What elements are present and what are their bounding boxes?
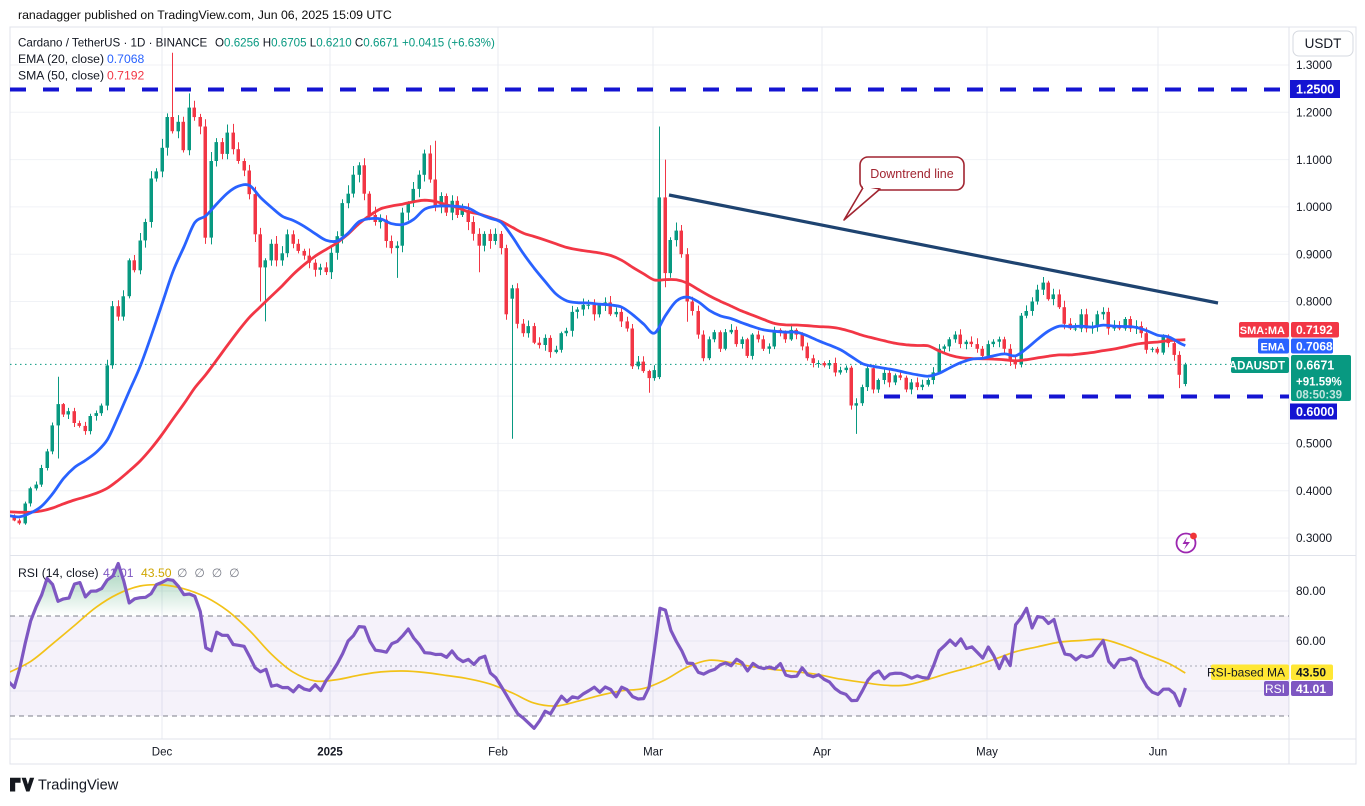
svg-text:0.6671: 0.6671 [1296,359,1334,373]
svg-text:RSI (14, close): RSI (14, close) [18,566,99,580]
svg-text:0.7192: 0.7192 [1296,323,1333,337]
svg-text:0.8000: 0.8000 [1296,295,1333,309]
svg-text:0.7192: 0.7192 [107,69,144,83]
svg-text:43.50: 43.50 [1296,666,1326,680]
svg-text:TradingView: TradingView [38,778,119,794]
svg-text:80.00: 80.00 [1296,584,1326,598]
svg-text:0.9000: 0.9000 [1296,247,1333,261]
svg-text:SMA (50, close): SMA (50, close) [18,69,104,83]
svg-text:08:50:39: 08:50:39 [1296,390,1342,402]
svg-text:RSI: RSI [1265,682,1285,696]
svg-text:Downtrend line: Downtrend line [870,167,953,181]
svg-text:O0.6256 H0.6705 L0.6210 C0.667: O0.6256 H0.6705 L0.6210 C0.6671 +0.0415 … [215,37,495,50]
svg-text:60.00: 60.00 [1296,634,1326,648]
svg-text:Cardano / TetherUS · 1D · BINA: Cardano / TetherUS · 1D · BINANCE [18,37,207,50]
svg-text:Jun: Jun [1149,747,1168,759]
svg-text:Dec: Dec [152,747,173,759]
svg-text:0.5000: 0.5000 [1296,437,1333,451]
svg-text:May: May [976,747,998,759]
svg-text:SMA:MA: SMA:MA [1240,325,1285,337]
svg-text:2025: 2025 [317,747,343,759]
svg-text:0.7068: 0.7068 [1296,339,1333,353]
svg-text:Apr: Apr [813,747,831,759]
svg-text:RSI-based MA: RSI-based MA [1207,666,1285,680]
svg-text:ADAUSDT: ADAUSDT [1229,360,1285,372]
svg-text:EMA (20, close): EMA (20, close) [18,52,104,66]
svg-text:0.7068: 0.7068 [107,52,144,66]
svg-text:1.1000: 1.1000 [1296,153,1333,167]
svg-text:43.50: 43.50 [141,566,172,580]
svg-text:1.3000: 1.3000 [1296,58,1333,72]
svg-text:1.2500: 1.2500 [1296,83,1334,97]
svg-text:EMA: EMA [1261,341,1286,353]
svg-text:∅ ∅ ∅ ∅: ∅ ∅ ∅ ∅ [177,566,240,580]
svg-text:0.4000: 0.4000 [1296,484,1333,498]
svg-text:0.6000: 0.6000 [1296,405,1334,419]
svg-text:41.01: 41.01 [1296,682,1326,696]
svg-text:Mar: Mar [643,747,663,759]
svg-text:1.0000: 1.0000 [1296,200,1333,214]
svg-text:1.2000: 1.2000 [1296,106,1333,120]
svg-text:+91.59%: +91.59% [1296,377,1342,389]
svg-text:Feb: Feb [488,747,508,759]
svg-text:41.01: 41.01 [103,566,134,580]
svg-text:USDT: USDT [1305,36,1342,51]
svg-text:ranadagger published on Tradin: ranadagger published on TradingView.com,… [18,8,392,22]
svg-text:0.3000: 0.3000 [1296,531,1333,545]
